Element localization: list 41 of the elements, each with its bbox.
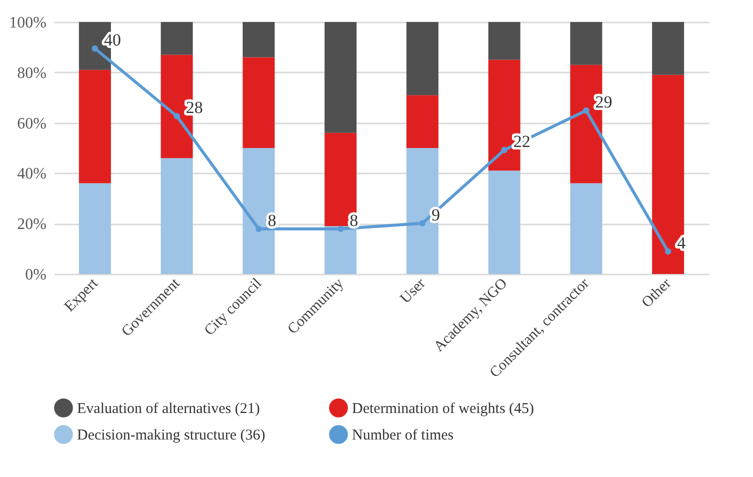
bar [242,57,275,148]
data-label: 8 [268,210,276,230]
bar [324,132,357,226]
bar [78,70,111,184]
bar [652,22,684,75]
y-tick-label: 20% [17,216,46,234]
bar [242,148,275,274]
point [256,226,262,232]
bar [406,22,438,96]
point [92,45,98,52]
legend-label: Determination of weights (45) [352,400,534,417]
point [174,112,180,120]
data-label: 22 [513,132,530,151]
point [664,248,672,255]
bar [78,183,111,274]
bar [488,170,520,274]
bar [324,22,357,133]
data-label: 9 [431,205,440,224]
bar [570,183,602,274]
y-tick-label: 0% [25,266,46,284]
point [419,220,426,226]
y-tick-label: 60% [17,115,46,132]
legend-label: Number of times [352,428,454,444]
bar [160,22,193,55]
bar [160,158,193,274]
point [501,146,508,154]
y-tick-label: 80% [17,64,46,82]
legend-label: Evaluation of alternatives (21) [77,400,260,417]
bar [406,148,438,274]
point [337,226,344,232]
y-tick-label: 40% [17,166,46,183]
x-tick-label: User [397,276,429,307]
bar [324,226,357,274]
legend-label: Decision-making structure (36) [77,428,266,444]
bar [570,22,602,65]
bar [488,22,520,60]
bar [652,74,684,274]
point [583,107,590,114]
y-tick-label: 100% [9,14,46,32]
bar [406,95,438,148]
bar [242,22,275,58]
